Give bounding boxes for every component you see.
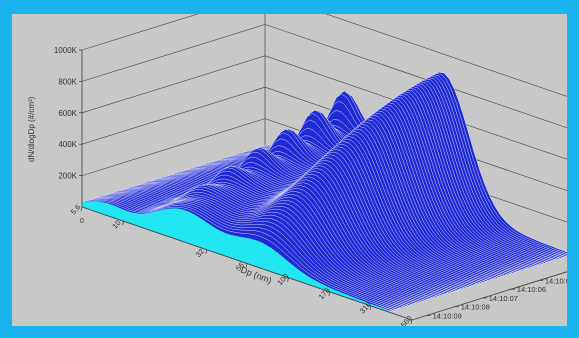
z-axis-line bbox=[411, 271, 567, 321]
x-tick bbox=[410, 319, 413, 325]
z-tick-labels: 14:10:0314:10:0414:10:0514:10:0614:10:07… bbox=[433, 276, 567, 320]
grid-line bbox=[81, 24, 266, 82]
y-tick-label: 800K bbox=[58, 77, 77, 86]
x-tick bbox=[369, 305, 372, 311]
grid-line bbox=[81, 118, 266, 176]
y-tick-labels: 200K 400K 600K 800K 1000K bbox=[54, 46, 78, 181]
x-tick bbox=[245, 263, 248, 268]
x-tick bbox=[122, 221, 124, 226]
z-tick-label: 14:10:09 bbox=[433, 311, 462, 320]
y-tick-label: 1000K bbox=[54, 46, 78, 55]
y-tick-label: 600K bbox=[58, 109, 77, 118]
y-tick-label: 400K bbox=[58, 140, 77, 149]
y-origin-label: 0 bbox=[80, 218, 84, 225]
front-slice bbox=[81, 201, 390, 313]
z-tick-label: 14:10:05 bbox=[545, 276, 567, 285]
x-tick bbox=[287, 277, 289, 282]
x-tick bbox=[205, 249, 208, 254]
x-tick-label: 560 bbox=[399, 314, 414, 326]
y-tick-label: 200K bbox=[58, 172, 77, 181]
z-tick-label: 14:10:08 bbox=[461, 303, 490, 312]
z-tick-label: 14:10:07 bbox=[489, 294, 518, 303]
grid-line bbox=[325, 14, 567, 97]
grid-line bbox=[81, 86, 266, 145]
grid-line bbox=[81, 14, 199, 51]
y-axis-label: dN/dlogDp (#/cm³) bbox=[27, 96, 36, 162]
z-tick-label: 14:10:06 bbox=[517, 285, 546, 294]
axes bbox=[79, 49, 567, 325]
x-tick bbox=[328, 291, 331, 296]
surface-slices bbox=[81, 71, 567, 313]
x-tick bbox=[80, 206, 83, 212]
grid-line bbox=[81, 55, 266, 114]
